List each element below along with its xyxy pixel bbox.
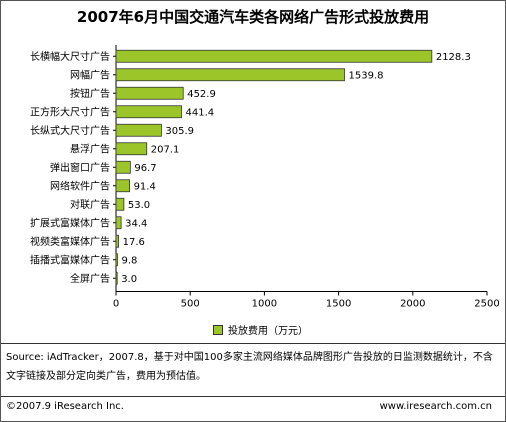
category-label: 扩展式富媒体广告 xyxy=(30,216,110,229)
x-tick-label: 2000 xyxy=(400,299,425,310)
category-label: 长纵式大尺寸广告 xyxy=(30,124,110,137)
bar xyxy=(115,160,131,174)
bar xyxy=(115,49,433,63)
legend-label: 投放费用（万元） xyxy=(228,326,308,337)
source-note: Source: iAdTracker，2007.8，基于对中国100多家主流网络… xyxy=(6,352,493,382)
x-tick-label: 0 xyxy=(113,299,119,310)
bar xyxy=(115,179,130,193)
category-label: 全屏广告 xyxy=(70,272,110,285)
category-label: 网幅广告 xyxy=(70,68,110,81)
category-label: 视频类富媒体广告 xyxy=(30,235,110,248)
chart-title: 2007年6月中国交通汽车类各网络广告形式投放费用 xyxy=(76,8,430,26)
bar xyxy=(115,271,118,285)
category-label: 网络软件广告 xyxy=(50,179,110,192)
category-label: 插播式富媒体广告 xyxy=(30,253,110,266)
category-label: 弹出窗口广告 xyxy=(50,161,110,174)
x-tick-label: 1500 xyxy=(326,299,351,310)
bar xyxy=(115,197,125,211)
bar xyxy=(115,216,122,230)
data-label: 17.6 xyxy=(123,237,145,248)
data-label: 91.4 xyxy=(134,181,156,192)
data-label: 441.4 xyxy=(186,107,215,118)
data-label: 452.9 xyxy=(187,89,216,100)
data-label: 207.1 xyxy=(151,144,180,155)
bar xyxy=(115,123,162,137)
data-label: 1539.8 xyxy=(349,70,384,81)
data-label: 9.8 xyxy=(121,255,137,266)
bar-chart: 0 500 1000 1500 2000 2500 长横幅大尺寸广告 2128.3 网幅广告 15… xyxy=(30,45,500,310)
x-tick-label: 500 xyxy=(181,299,200,310)
data-label: 34.4 xyxy=(125,218,147,229)
category-label: 长横幅大尺寸广告 xyxy=(30,50,110,63)
category-label: 对联广告 xyxy=(70,198,110,211)
bar xyxy=(115,105,182,119)
bar xyxy=(115,68,345,82)
bar xyxy=(115,86,184,100)
separator-top xyxy=(1,343,505,344)
bar xyxy=(115,142,148,156)
data-label: 305.9 xyxy=(165,126,194,137)
data-label: 3.0 xyxy=(121,274,137,285)
copyright-text: ©2007.9 iResearch Inc. xyxy=(6,401,124,412)
x-tick-label: 2500 xyxy=(474,299,499,310)
data-label: 53.0 xyxy=(128,200,150,211)
data-label: 2128.3 xyxy=(436,52,471,63)
separator-bottom xyxy=(1,396,505,397)
chart-legend: 投放费用（万元） xyxy=(213,322,308,337)
bar xyxy=(115,253,118,267)
data-label: 96.7 xyxy=(134,163,156,174)
bar xyxy=(115,234,120,248)
website-link[interactable]: www.iresearch.com.cn xyxy=(379,401,492,412)
category-label: 悬浮广告 xyxy=(70,142,110,155)
legend-swatch xyxy=(213,324,223,335)
category-label: 正方形大尺寸广告 xyxy=(30,105,110,118)
category-label: 按钮广告 xyxy=(70,87,110,100)
x-tick-label: 1000 xyxy=(252,299,277,310)
